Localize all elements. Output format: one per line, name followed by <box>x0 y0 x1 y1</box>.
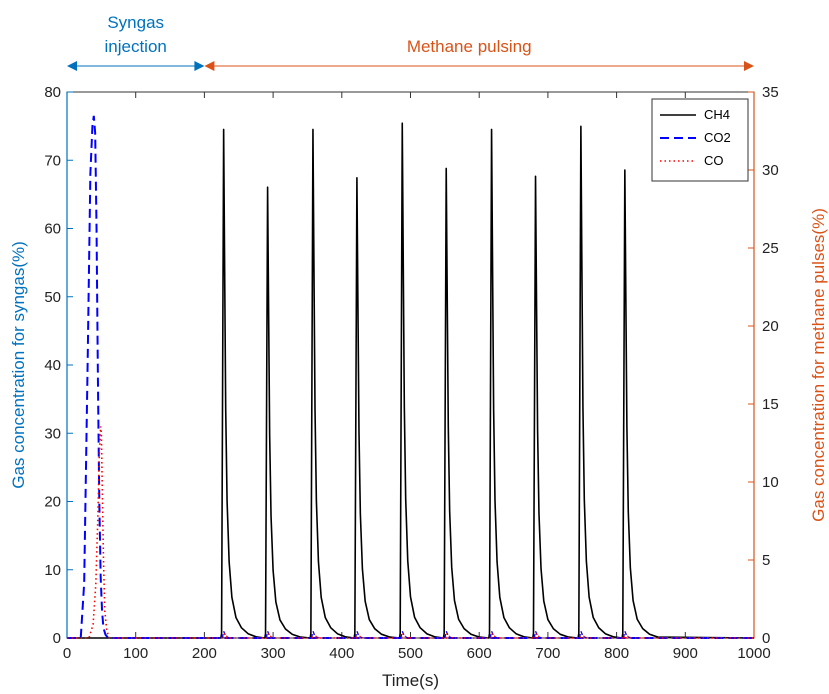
x-tick-label: 200 <box>192 645 217 662</box>
series-co-minor-pulse <box>401 632 410 639</box>
y-right-tick-label: 20 <box>762 318 779 335</box>
y-right-tick-label: 25 <box>762 240 779 257</box>
x-tick-label: 100 <box>123 645 148 662</box>
annotation-syngas: Syngas injection <box>67 13 205 71</box>
x-tick-label: 700 <box>535 645 560 662</box>
y-right-tick-label: 10 <box>762 474 779 491</box>
y-axis-right-title: Gas concentration for methane pulses(%) <box>809 208 828 522</box>
x-tick-label: 800 <box>604 645 629 662</box>
x-tick-label: 1000 <box>737 645 770 662</box>
x-tick-label: 400 <box>329 645 354 662</box>
legend-label-co2: CO2 <box>704 130 731 145</box>
legend-label-co: CO <box>704 153 724 168</box>
y-left-tick-label: 70 <box>44 152 61 169</box>
annotation-syngas-line1: Syngas <box>107 13 164 32</box>
legend: CH4 CO2 CO <box>651 98 749 182</box>
y-right-tick-label: 5 <box>762 552 770 569</box>
y-left-tick-label: 60 <box>44 221 61 238</box>
y-right-tick-label: 35 <box>762 84 779 101</box>
annotation-syngas-line2: injection <box>105 37 167 56</box>
y-right-tick-label: 15 <box>762 396 779 413</box>
x-tick-label: 900 <box>673 645 698 662</box>
legend-label-ch4: CH4 <box>704 107 730 122</box>
y-axis-left: 0 10 20 30 40 50 60 70 80 <box>44 84 73 647</box>
y-left-tick-label: 50 <box>44 289 61 306</box>
plot-area <box>66 91 755 639</box>
annotation-methane: Methane pulsing <box>204 37 754 71</box>
y-right-tick-label: 0 <box>762 630 770 647</box>
annotation-methane-arrowhead-left <box>204 61 215 71</box>
series-layer <box>67 115 755 639</box>
y-left-tick-label: 80 <box>44 84 61 101</box>
y-axis-left-title: Gas concentration for syngas(%) <box>9 241 28 489</box>
annotation-methane-arrowhead-right <box>744 61 754 71</box>
x-tick-label: 300 <box>261 645 286 662</box>
series-ch4-line <box>67 122 755 639</box>
y-left-tick-label: 0 <box>53 630 61 647</box>
annotation-syngas-arrowhead-left <box>67 61 77 71</box>
x-tick-label: 600 <box>467 645 492 662</box>
y-axis-right: 0 5 10 15 20 25 30 35 <box>748 84 779 647</box>
y-left-tick-label: 20 <box>44 494 61 511</box>
y-right-tick-label: 30 <box>762 162 779 179</box>
y-left-tick-label: 30 <box>44 425 61 442</box>
annotation-methane-line1: Methane pulsing <box>407 37 532 56</box>
y-left-tick-label: 10 <box>44 562 61 579</box>
y-left-tick-label: 40 <box>44 357 61 374</box>
series-co2-line <box>67 115 754 639</box>
annotation-syngas-arrowhead-right <box>194 61 205 71</box>
x-axis-title: Time(s) <box>382 671 439 690</box>
x-tick-label: 0 <box>63 645 71 662</box>
legend-box <box>651 98 749 182</box>
x-tick-label: 500 <box>398 645 423 662</box>
series-co-line <box>67 426 754 639</box>
